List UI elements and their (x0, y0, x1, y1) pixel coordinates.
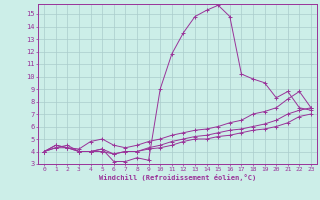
X-axis label: Windchill (Refroidissement éolien,°C): Windchill (Refroidissement éolien,°C) (99, 174, 256, 181)
